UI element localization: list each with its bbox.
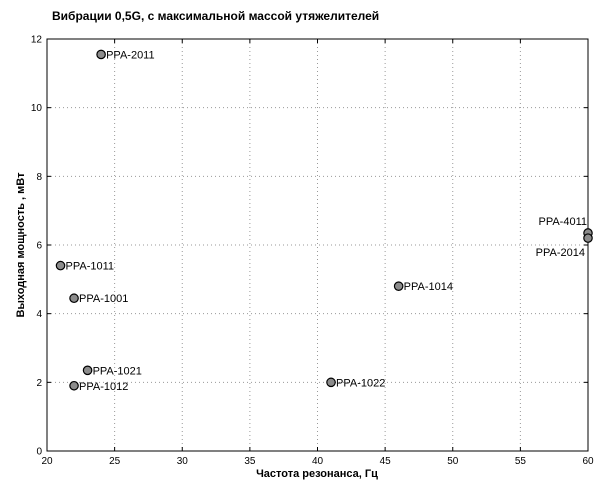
point-label: PPA-1001 — [79, 293, 128, 305]
x-tick-label: 35 — [244, 456, 256, 467]
x-tick-label: 55 — [515, 456, 527, 467]
data-point — [326, 377, 336, 388]
data-point — [55, 260, 66, 271]
point-label: PPA-2011 — [106, 49, 155, 61]
data-point — [69, 380, 79, 391]
point-label: PPA-1022 — [336, 377, 385, 389]
y-axis-label: Выходная мощность , мВт — [15, 172, 27, 318]
y-tick-label: 4 — [36, 309, 42, 320]
tick-layer: 20 25 30 35 40 45 50 55 60 0 2 4 6 8 10 12 — [31, 35, 594, 468]
x-tick-label: 60 — [582, 456, 594, 467]
data-point — [69, 293, 79, 304]
x-tick-label: 50 — [447, 456, 459, 467]
point-label: PPA-1012 — [79, 381, 128, 393]
grid-layer — [47, 39, 588, 451]
point-label: PPA-4011 — [538, 216, 587, 228]
x-axis-label: Частота резонанса, Гц — [256, 468, 378, 480]
y-tick-label: 10 — [31, 103, 43, 114]
point-label: PPA-1014 — [404, 281, 453, 293]
x-tick-label: 25 — [109, 456, 121, 467]
y-tick-label: 2 — [36, 378, 42, 389]
x-tick-label: 20 — [41, 456, 53, 467]
x-tick-label: 45 — [380, 456, 392, 467]
data-point — [82, 365, 93, 376]
point-layer: PPA-2011 PPA-1011 PPA-1001 PPA-1021 PPA-1012… — [55, 49, 593, 393]
y-tick-label: 12 — [31, 35, 43, 46]
point-label: PPA-2014 — [536, 247, 585, 259]
x-tick-label: 40 — [312, 456, 324, 467]
y-tick-label: 0 — [36, 447, 42, 458]
chart-title: Вибрации 0,5G, с максимальной массой утя… — [52, 9, 379, 23]
point-label: PPA-1011 — [66, 261, 115, 273]
data-point — [583, 233, 593, 243]
y-tick-label: 8 — [36, 172, 42, 183]
y-tick-label: 6 — [36, 241, 42, 252]
point-label: PPA-1021 — [93, 365, 142, 377]
data-point — [393, 281, 404, 291]
x-tick-label: 30 — [177, 456, 189, 467]
data-point — [96, 49, 106, 60]
